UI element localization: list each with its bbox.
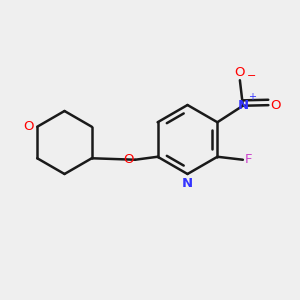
Text: F: F xyxy=(244,153,252,166)
Text: N: N xyxy=(182,177,193,190)
Text: N: N xyxy=(237,99,248,112)
Text: +: + xyxy=(248,92,256,102)
Text: O: O xyxy=(24,120,34,133)
Text: O: O xyxy=(123,153,134,166)
Text: −: − xyxy=(247,71,256,81)
Text: O: O xyxy=(235,66,245,79)
Text: O: O xyxy=(270,99,280,112)
